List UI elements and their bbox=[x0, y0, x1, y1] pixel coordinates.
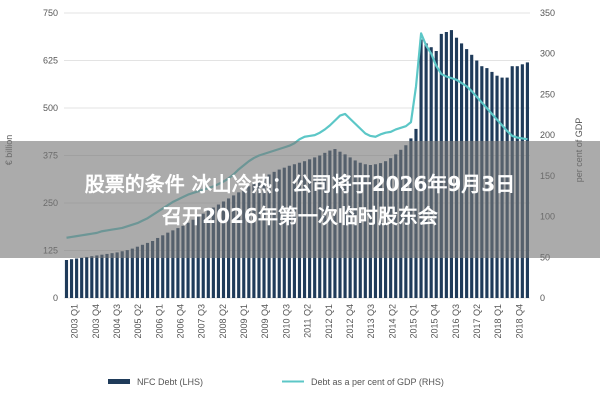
bar-3 bbox=[80, 257, 84, 298]
bar-11 bbox=[120, 251, 124, 298]
right-tick-5: 250 bbox=[540, 89, 555, 99]
x-tick-6: 2007 Q3 bbox=[197, 304, 207, 339]
x-tick-21: 2018 Q4 bbox=[514, 304, 524, 339]
bar-10 bbox=[115, 252, 119, 298]
x-tick-2: 2004 Q3 bbox=[112, 304, 122, 339]
bar-23 bbox=[181, 225, 185, 298]
x-tick-13: 2012 Q4 bbox=[345, 304, 355, 339]
x-tick-19: 2017 Q2 bbox=[472, 304, 482, 339]
x-tick-12: 2012 Q1 bbox=[324, 304, 334, 339]
headline-line-2: 召开2026年第一次临时股东会 bbox=[162, 203, 438, 228]
bar-24 bbox=[186, 222, 190, 298]
right-tick-4: 200 bbox=[540, 130, 555, 140]
legend-bar-label: NFC Debt (LHS) bbox=[137, 377, 203, 387]
legend: NFC Debt (LHS) Debt as a per cent of GDP… bbox=[108, 377, 444, 387]
x-tick-7: 2008 Q2 bbox=[218, 304, 228, 339]
bar-19 bbox=[161, 235, 165, 298]
bar-25 bbox=[191, 219, 195, 298]
legend-bar-swatch bbox=[108, 379, 130, 384]
bar-2 bbox=[75, 258, 79, 298]
x-tick-18: 2016 Q3 bbox=[451, 304, 461, 339]
bar-4 bbox=[85, 256, 89, 298]
bar-14 bbox=[135, 246, 139, 298]
bar-22 bbox=[176, 228, 180, 298]
right-tick-6: 300 bbox=[540, 49, 555, 59]
x-tick-11: 2011 Q2 bbox=[303, 304, 313, 338]
x-tick-5: 2006 Q4 bbox=[176, 304, 186, 339]
bar-13 bbox=[130, 248, 134, 298]
bar-8 bbox=[105, 253, 109, 298]
right-tick-0: 0 bbox=[540, 293, 545, 303]
left-tick-4: 500 bbox=[43, 103, 58, 113]
bar-15 bbox=[140, 244, 145, 298]
left-tick-6: 750 bbox=[43, 8, 58, 18]
x-tick-16: 2015 Q1 bbox=[409, 304, 419, 339]
bar-12 bbox=[125, 250, 129, 298]
legend-line-label: Debt as a per cent of GDP (RHS) bbox=[311, 377, 444, 387]
bar-17 bbox=[151, 241, 155, 298]
x-tick-4: 2006 Q1 bbox=[154, 304, 164, 339]
headline-banner: 股票的条件 冰山冷热：公司将于2026年9月3日 召开2026年第一次临时股东会 bbox=[0, 141, 600, 258]
bar-5 bbox=[90, 256, 94, 298]
bar-9 bbox=[110, 253, 114, 298]
bar-20 bbox=[166, 232, 170, 298]
x-tick-14: 2013 Q3 bbox=[366, 304, 376, 339]
headline-line-1: 股票的条件 冰山冷热：公司将于2026年9月3日 bbox=[84, 171, 516, 196]
bar-21 bbox=[171, 230, 175, 298]
bar-16 bbox=[145, 242, 150, 298]
x-tick-0: 2003 Q1 bbox=[70, 304, 80, 339]
x-tick-3: 2005 Q2 bbox=[133, 304, 143, 339]
left-tick-0: 0 bbox=[53, 293, 58, 303]
x-axis-ticks: 2003 Q1 2003 Q4 2004 Q3 2005 Q2 2006 Q1 2006 … bbox=[70, 304, 525, 339]
x-tick-8: 2009 Q1 bbox=[239, 304, 249, 339]
left-tick-5: 625 bbox=[43, 56, 58, 66]
x-tick-17: 2015 Q4 bbox=[430, 304, 440, 339]
x-tick-10: 2010 Q3 bbox=[281, 304, 291, 339]
x-tick-9: 2009 Q4 bbox=[260, 304, 270, 339]
bar-6 bbox=[95, 255, 99, 298]
x-tick-1: 2003 Q4 bbox=[91, 304, 101, 339]
x-tick-20: 2018 Q1 bbox=[493, 304, 503, 339]
bar-0 bbox=[64, 260, 69, 298]
bar-1 bbox=[69, 259, 74, 298]
right-tick-7: 350 bbox=[540, 8, 555, 18]
bar-7 bbox=[100, 254, 104, 298]
bar-18 bbox=[156, 237, 160, 298]
x-tick-15: 2014 Q2 bbox=[387, 304, 397, 339]
